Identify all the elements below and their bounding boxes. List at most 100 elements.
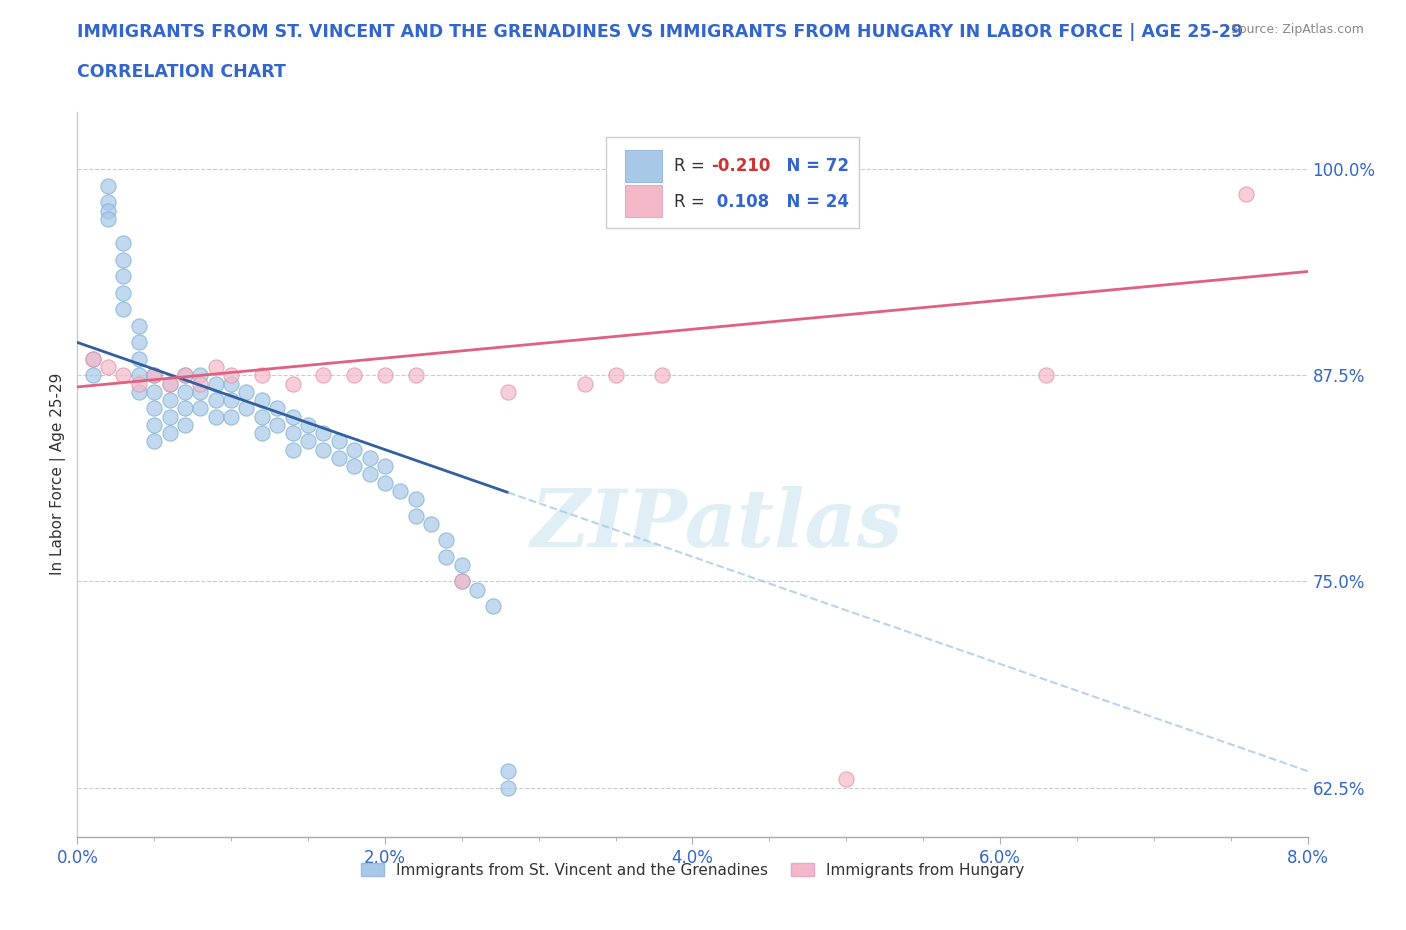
Point	[128, 318, 150, 333]
Point	[97, 195, 120, 210]
Point	[359, 450, 381, 465]
Point	[496, 384, 519, 399]
Bar	[624, 150, 662, 182]
Bar	[624, 185, 662, 217]
Point	[204, 360, 226, 375]
Point	[389, 484, 412, 498]
Point	[605, 368, 627, 383]
Point	[465, 582, 488, 597]
Point	[374, 475, 396, 490]
Point	[112, 302, 135, 317]
Text: R =: R =	[673, 193, 710, 211]
Point	[281, 409, 304, 424]
Point	[204, 377, 226, 392]
Point	[235, 384, 257, 399]
Point	[97, 211, 120, 226]
Point	[97, 203, 120, 218]
Point	[128, 335, 150, 350]
Point	[297, 418, 319, 432]
Point	[312, 442, 335, 457]
Point	[250, 392, 273, 407]
Point	[250, 368, 273, 383]
Text: CORRELATION CHART: CORRELATION CHART	[77, 63, 287, 81]
Point	[174, 401, 197, 416]
Point	[450, 557, 472, 572]
Point	[82, 352, 104, 366]
Point	[219, 377, 242, 392]
Point	[97, 360, 120, 375]
Point	[235, 401, 257, 416]
Point	[219, 368, 242, 383]
Point	[374, 368, 396, 383]
Point	[297, 434, 319, 449]
Point	[112, 253, 135, 268]
Point	[143, 434, 166, 449]
Point	[143, 384, 166, 399]
Point	[188, 377, 212, 392]
Point	[112, 236, 135, 251]
Point	[219, 409, 242, 424]
Point	[219, 392, 242, 407]
Point	[343, 368, 366, 383]
Point	[174, 384, 197, 399]
Point	[174, 418, 197, 432]
Point	[159, 409, 181, 424]
Point	[188, 384, 212, 399]
Point	[343, 442, 366, 457]
Point	[481, 599, 503, 614]
Point	[128, 377, 150, 392]
Point	[328, 450, 350, 465]
Y-axis label: In Labor Force | Age 25-29: In Labor Force | Age 25-29	[51, 373, 66, 576]
Point	[266, 401, 288, 416]
Point	[159, 426, 181, 441]
Point	[128, 368, 150, 383]
Point	[1234, 187, 1257, 202]
Point	[159, 377, 181, 392]
Point	[405, 508, 427, 523]
Point	[343, 458, 366, 473]
Point	[143, 418, 166, 432]
Point	[250, 409, 273, 424]
Point	[188, 401, 212, 416]
Point	[128, 352, 150, 366]
Point	[143, 368, 166, 383]
Point	[82, 352, 104, 366]
Point	[281, 442, 304, 457]
Point	[651, 368, 673, 383]
Point	[82, 368, 104, 383]
Point	[159, 392, 181, 407]
Point	[204, 392, 226, 407]
Point	[496, 780, 519, 795]
Point	[450, 574, 472, 589]
Point	[281, 377, 304, 392]
Text: N = 72: N = 72	[775, 157, 849, 175]
Point	[250, 426, 273, 441]
Point	[436, 550, 458, 565]
Point	[266, 418, 288, 432]
Text: 0.108: 0.108	[711, 193, 769, 211]
Text: -0.210: -0.210	[711, 157, 770, 175]
Text: IMMIGRANTS FROM ST. VINCENT AND THE GRENADINES VS IMMIGRANTS FROM HUNGARY IN LAB: IMMIGRANTS FROM ST. VINCENT AND THE GREN…	[77, 23, 1243, 41]
Point	[328, 434, 350, 449]
Legend: Immigrants from St. Vincent and the Grenadines, Immigrants from Hungary: Immigrants from St. Vincent and the Gren…	[354, 857, 1031, 884]
Point	[112, 286, 135, 300]
Point	[188, 368, 212, 383]
Point	[496, 764, 519, 778]
Point	[281, 426, 304, 441]
Point	[450, 574, 472, 589]
Point	[359, 467, 381, 482]
Point	[112, 269, 135, 284]
Point	[436, 533, 458, 548]
Point	[204, 409, 226, 424]
Point	[420, 516, 443, 531]
Text: N = 24: N = 24	[775, 193, 849, 211]
Text: Source: ZipAtlas.com: Source: ZipAtlas.com	[1230, 23, 1364, 36]
Point	[374, 458, 396, 473]
Point	[143, 368, 166, 383]
Text: R =: R =	[673, 157, 710, 175]
Point	[112, 368, 135, 383]
Text: ZIPatlas: ZIPatlas	[531, 486, 903, 564]
Point	[1035, 368, 1057, 383]
Point	[312, 368, 335, 383]
Point	[405, 368, 427, 383]
